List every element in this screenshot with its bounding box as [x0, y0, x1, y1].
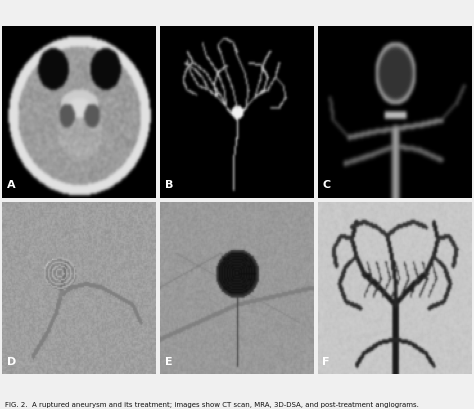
- Text: B: B: [164, 180, 173, 190]
- Text: D: D: [7, 356, 16, 366]
- Text: A: A: [7, 180, 16, 190]
- Text: E: E: [164, 356, 173, 366]
- Text: C: C: [322, 180, 330, 190]
- Text: FIG. 2.  A ruptured aneurysm and its treatment; images show CT scan, MRA, 3D-DSA: FIG. 2. A ruptured aneurysm and its trea…: [5, 401, 419, 407]
- Text: F: F: [322, 356, 330, 366]
